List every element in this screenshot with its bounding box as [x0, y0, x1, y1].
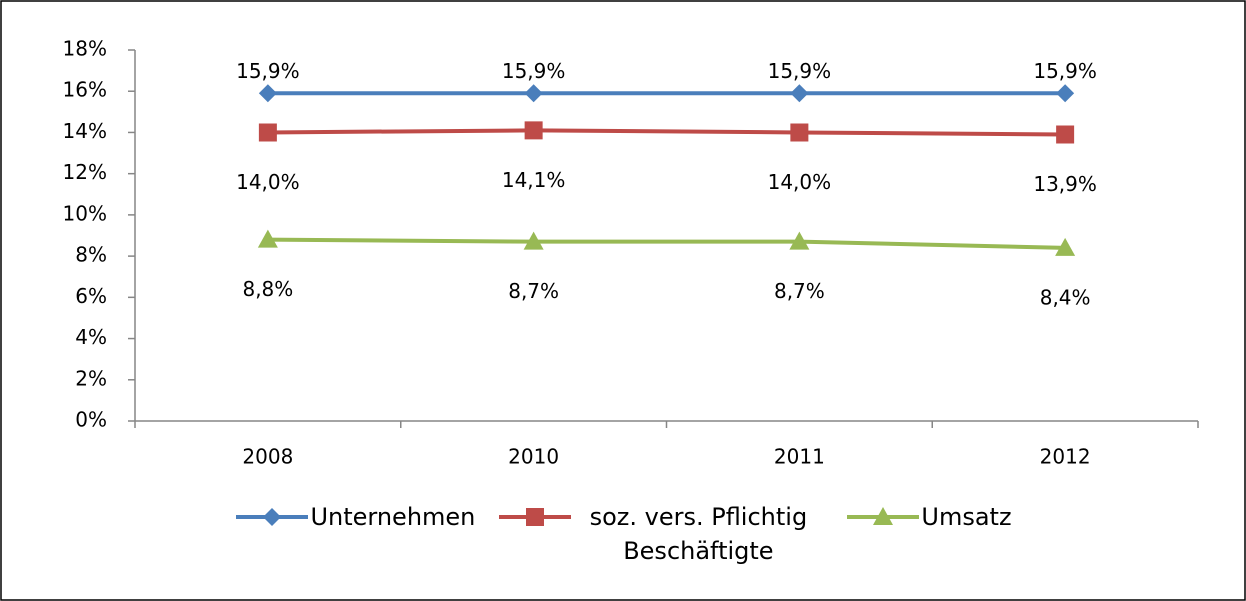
- legend: Unternehmen soz. vers. Pflichtig Beschäft…: [0, 500, 1246, 568]
- data-label: 14,0%: [236, 170, 300, 194]
- y-tick-label: 8%: [75, 243, 107, 267]
- data-point: [524, 121, 543, 140]
- series-line: [267, 237, 1066, 250]
- data-point: [789, 231, 810, 250]
- data-label: 8,4%: [1040, 285, 1091, 309]
- y-tick-label: 12%: [63, 160, 107, 184]
- x-tick-label: 2010: [508, 445, 559, 469]
- data-point: [523, 231, 544, 250]
- legend-label: Unternehmen: [310, 503, 476, 531]
- legend-marker: [526, 508, 545, 526]
- legend-marker: [873, 507, 894, 525]
- y-tick-label: 10%: [63, 201, 107, 225]
- data-point: [258, 123, 277, 142]
- data-label: 8,8%: [242, 277, 293, 301]
- legend-key: [499, 508, 572, 526]
- legend-item: Unternehmen: [234, 500, 475, 534]
- data-label: 15,9%: [502, 59, 566, 83]
- y-tick-label: 6%: [75, 284, 107, 308]
- data-label: 14,1%: [502, 168, 566, 192]
- data-point: [1055, 237, 1076, 256]
- y-tick-label: 0%: [75, 408, 107, 432]
- legend-key: [847, 507, 920, 525]
- y-tick-label: 4%: [75, 325, 107, 349]
- x-tick-label: 2011: [774, 445, 825, 469]
- data-point: [257, 229, 278, 248]
- data-label: 15,9%: [1033, 59, 1097, 83]
- data-point: [790, 123, 809, 142]
- data-label: 14,0%: [768, 170, 832, 194]
- data-label: 13,9%: [1033, 172, 1097, 196]
- y-tick-label: 14%: [63, 119, 107, 143]
- x-tick-label: 2008: [242, 445, 293, 469]
- data-point: [258, 84, 277, 103]
- legend-marker: [263, 508, 282, 526]
- legend-label: Umsatz: [921, 503, 1012, 531]
- data-point: [524, 84, 543, 103]
- legend-label: soz. vers. Pflichtig Beschäftigte: [589, 503, 808, 565]
- data-point: [790, 84, 809, 103]
- data-label: 8,7%: [508, 279, 559, 303]
- x-tick-label: 2012: [1040, 445, 1091, 469]
- y-tick-label: 16%: [63, 78, 107, 102]
- data-label: 8,7%: [774, 279, 825, 303]
- data-label: 15,9%: [236, 59, 300, 83]
- data-point: [1056, 125, 1075, 144]
- y-tick-label: 18%: [63, 37, 107, 61]
- legend-item: Umsatz: [845, 500, 1012, 534]
- legend-item: soz. vers. Pflichtig Beschäftigte: [497, 500, 823, 568]
- data-point: [1056, 84, 1075, 103]
- series-line: [267, 128, 1066, 137]
- y-tick-label: 2%: [75, 366, 107, 390]
- legend-key: [236, 508, 309, 526]
- data-label: 15,9%: [768, 59, 832, 83]
